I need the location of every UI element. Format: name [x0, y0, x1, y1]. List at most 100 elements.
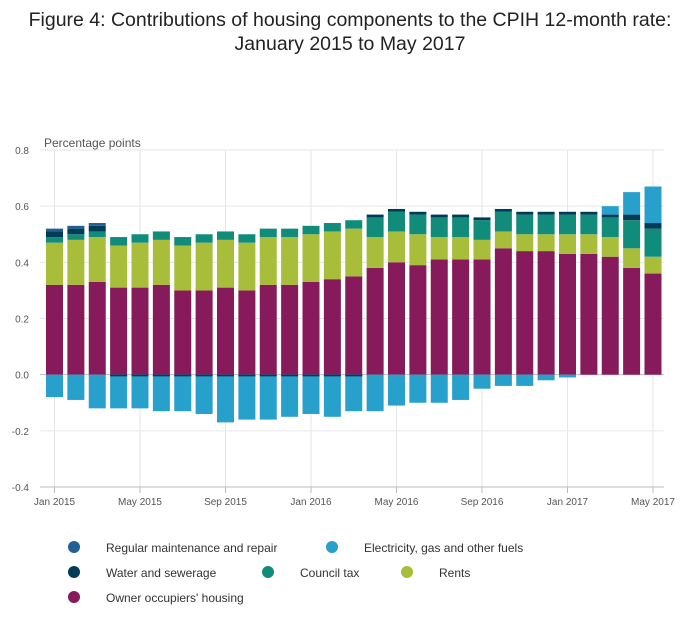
bar-segment-council: [281, 228, 299, 238]
x-tick-label: May 2016: [375, 497, 419, 508]
bar-segment-council: [345, 220, 363, 229]
y-tick-label: 0.8: [15, 146, 29, 157]
bar-segment-rents: [67, 239, 85, 285]
bar-segment-owner: [67, 284, 85, 375]
bar-segment-rents: [366, 237, 384, 268]
bar-segment-water: [601, 214, 619, 218]
bar-segment-electricity: [644, 186, 662, 224]
bar-segment-council: [494, 211, 512, 232]
bar-segment-rents: [623, 248, 641, 268]
bar-segment-council: [174, 237, 192, 246]
axes: 0.8 0.6 0.4 0.2 0.0 -0.2 -0.4 Jan 2015 May 2015 S…: [12, 146, 676, 508]
bar-segment-owner: [537, 251, 555, 375]
bar-segment-rents: [494, 231, 512, 249]
bar-segment-water-negative: [110, 374, 128, 377]
bar-segment-rents: [281, 237, 299, 285]
bar-segment-owner: [430, 259, 448, 375]
bar-segment-water: [366, 214, 384, 218]
bar-segment-water-negative: [345, 374, 363, 377]
bar-segment-water: [537, 211, 555, 215]
bar-segment-owner: [131, 287, 149, 375]
bar-segment-owner: [217, 287, 234, 375]
bar-segment-water: [580, 211, 598, 215]
bar-segment-rents: [131, 242, 149, 288]
bar-segment-council: [366, 217, 384, 238]
bar-segment-council: [644, 228, 662, 257]
bar-segment-council: [430, 217, 448, 238]
bar-segment-owner: [388, 262, 405, 375]
bar-segment-water-negative: [174, 374, 192, 377]
bar-segment-water: [559, 211, 576, 215]
bar-segment-water-negative: [131, 374, 149, 377]
bar-segment-rents: [152, 239, 170, 285]
bar-segment-water: [388, 208, 405, 212]
bar-segment-owner: [580, 253, 598, 375]
bar-segment-electricity: [623, 192, 641, 215]
bar-segment-electricity: [345, 374, 363, 412]
bar-segment-electricity: [152, 374, 170, 412]
bar-segment-electricity: [559, 374, 576, 378]
y-tick-label: 0.4: [15, 258, 29, 269]
bar-segment-electricity: [259, 374, 277, 420]
bar-segment-electricity: [473, 374, 491, 389]
bar-segment-water: [473, 217, 491, 221]
bar-segment-electricity: [110, 374, 128, 409]
bar-segment-water-negative: [217, 374, 234, 377]
bar-segment-council: [388, 211, 405, 232]
bar-segment-electricity: [67, 374, 85, 400]
bar-segment-electricity: [366, 374, 384, 412]
x-tick-label: Jan 2016: [290, 497, 332, 508]
bar-segment-water-negative: [238, 374, 256, 377]
bar-segment-council: [559, 214, 576, 235]
bar-segment-council: [217, 231, 234, 240]
bar-segment-rents: [238, 242, 256, 291]
bar-segment-rents: [345, 228, 363, 277]
bar-segment-council: [259, 228, 277, 238]
bar-segment-electricity: [601, 206, 619, 215]
bar-segment-rents: [537, 234, 555, 252]
bar-segment-owner: [174, 290, 192, 375]
bar-segment-water: [46, 231, 63, 238]
bar-segment-water-negative: [281, 374, 299, 377]
y-tick-label: 0.6: [15, 202, 29, 213]
bar-segment-water: [644, 223, 662, 229]
bar-segment-rents: [452, 237, 470, 260]
bar-segment-rents: [516, 234, 534, 252]
bar-segment-owner: [601, 256, 619, 375]
bar-segment-council: [580, 214, 598, 235]
bar-segment-water: [67, 228, 85, 235]
bar-segment-council: [46, 237, 63, 243]
bar-segment-council: [238, 234, 256, 243]
bar-segment-owner: [152, 284, 170, 375]
bar-segment-electricity: [388, 374, 405, 406]
bar-segment-water: [409, 211, 427, 215]
bar-segment-owner: [88, 281, 106, 375]
bar-segment-electricity: [537, 374, 555, 381]
bar-segment-rents: [217, 239, 234, 288]
bar-segment-rents: [88, 237, 106, 282]
bar-segment-rents: [430, 237, 448, 260]
bar-segment-rents: [259, 237, 277, 285]
bar-segment-electricity: [516, 374, 534, 386]
bar-segment-rents: [46, 242, 63, 285]
bar-segment-owner: [452, 259, 470, 375]
bar-segment-owner: [409, 265, 427, 375]
bar-segment-water-negative: [152, 374, 170, 377]
bar-segment-council: [323, 223, 341, 232]
bar-segment-water: [88, 225, 106, 232]
bar-segment-council: [88, 231, 106, 238]
bar-segment-electricity: [452, 374, 470, 400]
y-axis-label: Percentage points: [44, 136, 141, 150]
x-tick-label: Jan 2015: [34, 497, 76, 508]
bar-segment-rents: [302, 234, 320, 282]
bar-segment-electricity: [174, 374, 192, 412]
bar-segment-electricity: [131, 374, 149, 409]
x-tick-label: May 2015: [118, 497, 162, 508]
bar-segment-owner: [302, 281, 320, 375]
bar-segment-electricity: [88, 374, 106, 409]
bar-segment-electricity: [46, 374, 63, 398]
bar-segment-owner: [623, 267, 641, 375]
y-tick-label: 0.0: [15, 371, 29, 382]
bar-segment-owner: [110, 287, 128, 375]
bar-segment-council: [473, 220, 491, 240]
